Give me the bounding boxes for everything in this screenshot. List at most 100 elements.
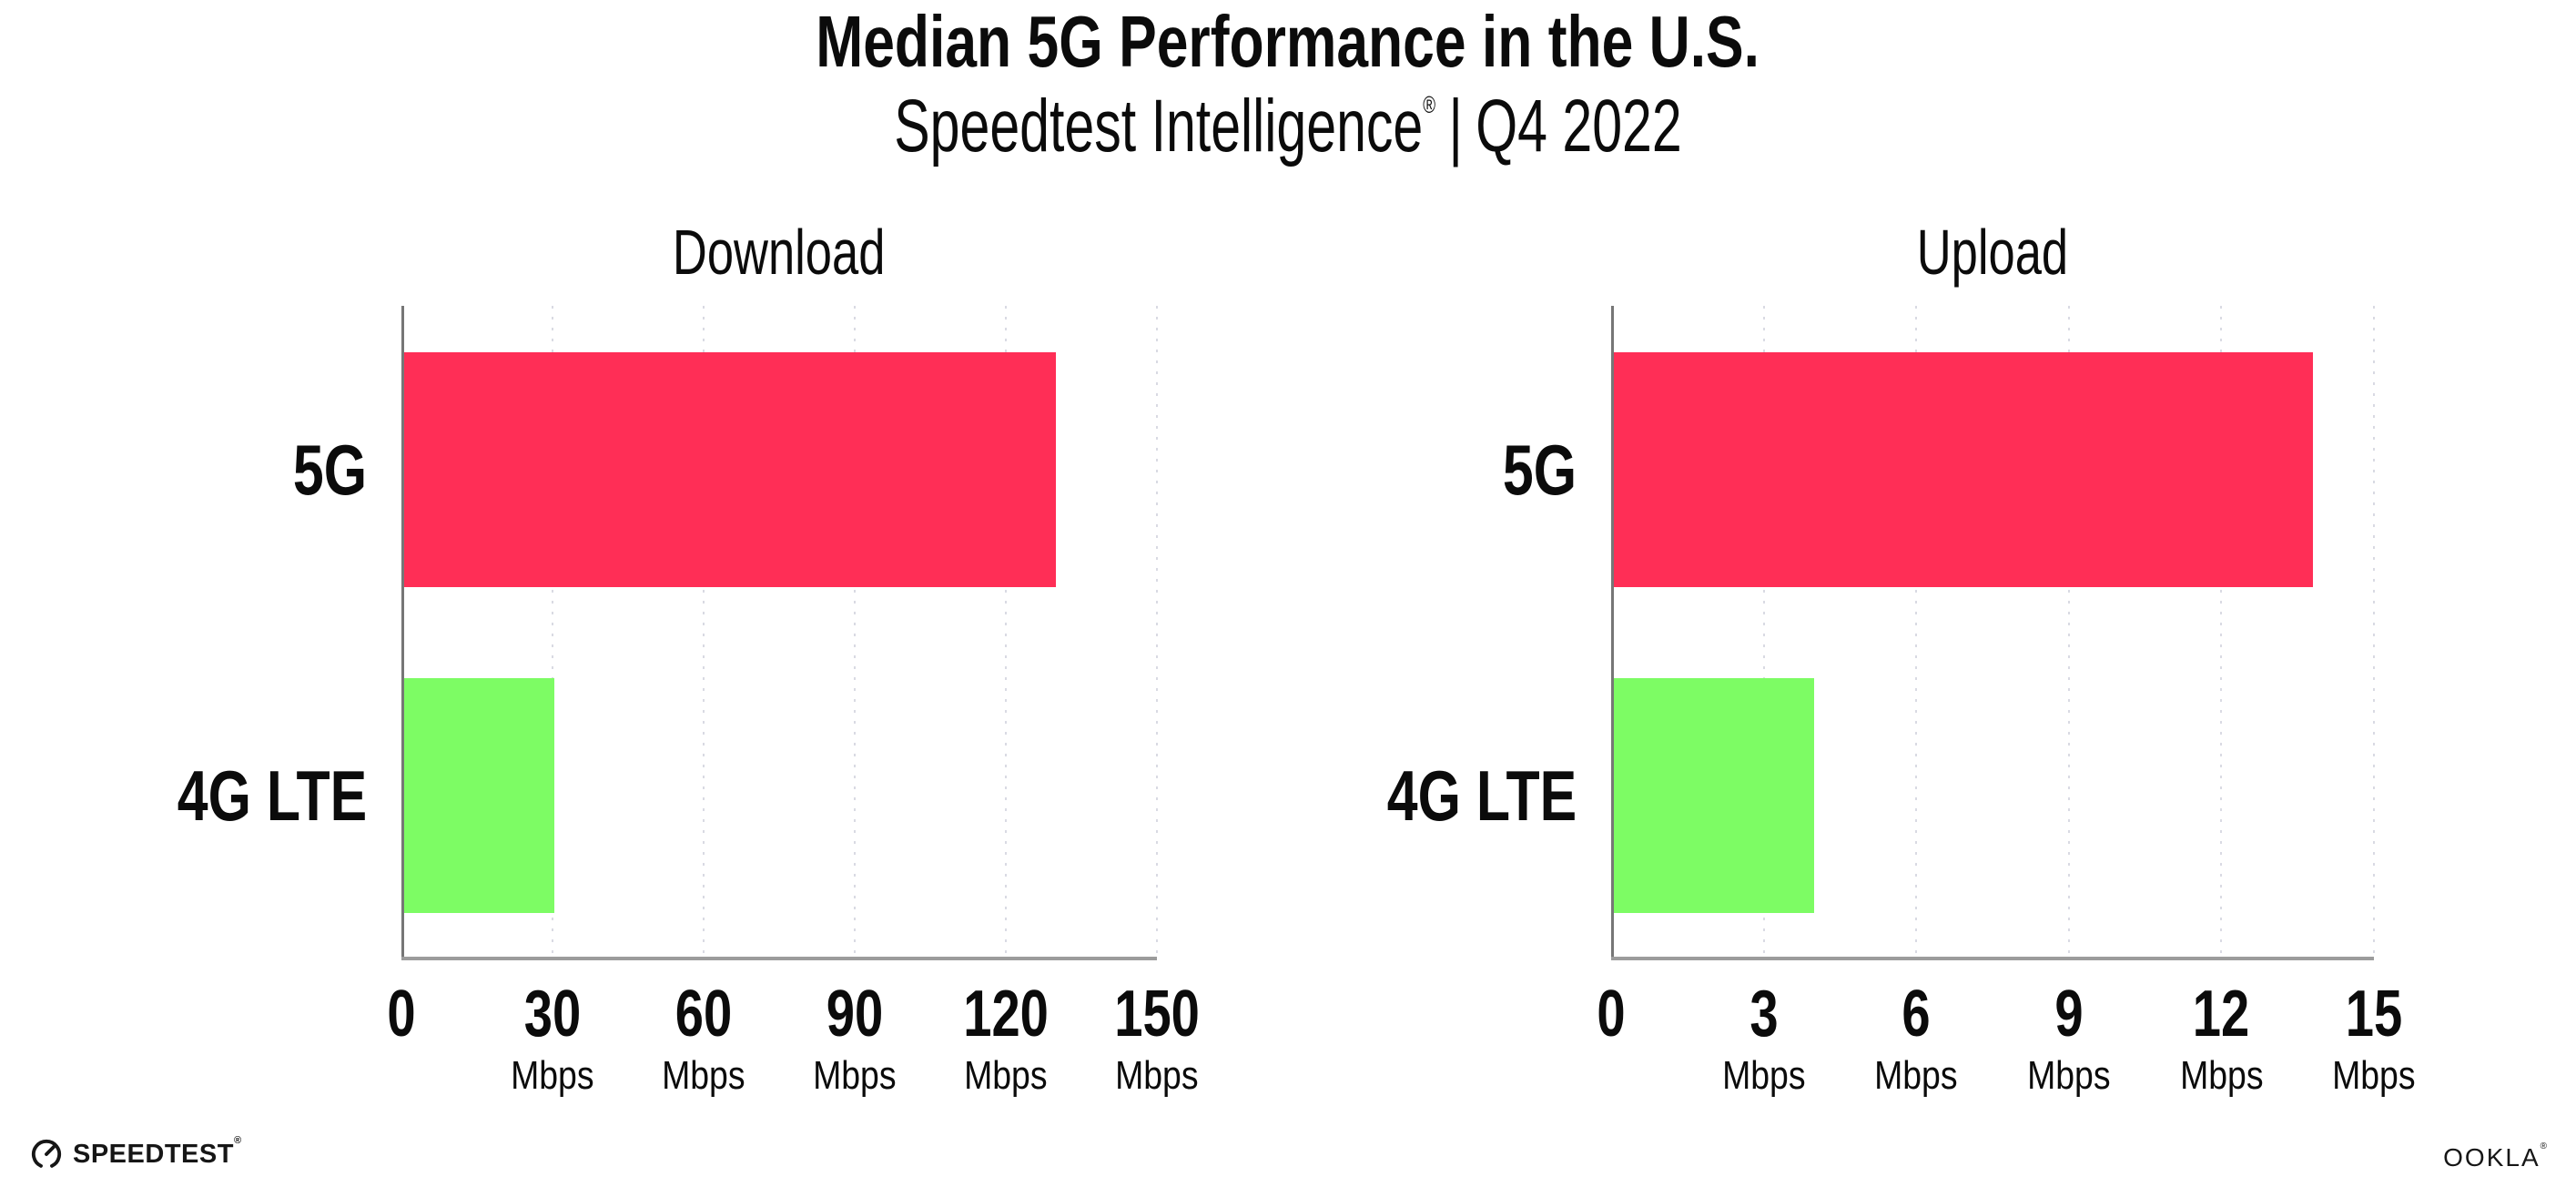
x-tick-value: 3 xyxy=(1687,981,1841,1047)
plot-area-download xyxy=(401,306,1158,960)
category-label-text: 5G xyxy=(292,430,367,510)
x-tick-value-text: 60 xyxy=(674,978,733,1050)
x-tick-value-text: 120 xyxy=(963,978,1049,1050)
x-tick-unit: Mbps xyxy=(2297,1056,2451,1096)
gridline-upload-6 xyxy=(1915,306,1918,959)
x-tick-unit-text: Mbps xyxy=(1721,1053,1806,1098)
x-tick-unit: Mbps xyxy=(475,1056,630,1096)
category-label-text: 5G xyxy=(1502,430,1577,510)
x-tick-unit-text: Mbps xyxy=(2027,1053,2111,1098)
x-tick-upload-12: 12 Mbps xyxy=(2144,981,2298,1096)
bar-upload-5g xyxy=(1614,352,2313,587)
x-tick-value: 120 xyxy=(928,981,1083,1047)
page-subtitle: Speedtest Intelligence® | Q4 2022 xyxy=(0,85,2576,167)
x-tick-unit: Mbps xyxy=(1687,1056,1841,1096)
x-tick-upload-9: 9 Mbps xyxy=(1992,981,2146,1096)
x-tick-unit-text: Mbps xyxy=(662,1053,745,1098)
gridline-download-120 xyxy=(1005,306,1007,959)
x-tick-upload-3: 3 Mbps xyxy=(1687,981,1841,1096)
x-tick-value-text: 30 xyxy=(523,978,582,1050)
x-axis-line-upload xyxy=(1611,957,2374,960)
x-tick-unit: Mbps xyxy=(2144,1056,2298,1096)
page-subtitle-text: Speedtest Intelligence® | Q4 2022 xyxy=(894,85,1682,167)
subtitle-period: Q4 2022 xyxy=(1476,85,1682,167)
gridline-upload-3 xyxy=(1762,306,1765,959)
x-tick-unit: Mbps xyxy=(626,1056,781,1096)
x-tick-value: 0 xyxy=(1534,981,1689,1047)
ookla-label: OOKLA xyxy=(2443,1143,2541,1172)
gridline-download-150 xyxy=(1156,306,1158,959)
x-tick-value: 6 xyxy=(1839,981,1993,1047)
x-tick-unit-text: Mbps xyxy=(2179,1053,2264,1098)
bar-upload-4g-lte xyxy=(1614,678,1815,913)
y-axis-line-upload xyxy=(1611,306,1614,959)
ookla-logo: OOKLA® xyxy=(2443,1141,2549,1172)
x-tick-value-text: 15 xyxy=(2345,978,2403,1050)
x-tick-upload-15: 15 Mbps xyxy=(2297,981,2451,1096)
page-title: Median 5G Performance in the U.S. xyxy=(0,5,2576,78)
gridline-upload-12 xyxy=(2220,306,2223,959)
x-tick-download-60: 60 Mbps xyxy=(626,981,781,1096)
x-tick-unit: Mbps xyxy=(777,1056,932,1096)
x-tick-download-30: 30 Mbps xyxy=(475,981,630,1096)
x-tick-value-text: 6 xyxy=(1902,978,1931,1050)
gridline-upload-15 xyxy=(2373,306,2375,959)
category-label-text: 4G LTE xyxy=(1386,756,1577,836)
x-tick-unit-text: Mbps xyxy=(813,1053,897,1098)
x-tick-value-text: 150 xyxy=(1114,978,1200,1050)
chart-title-download: Download xyxy=(401,220,1157,284)
x-tick-value-text: 0 xyxy=(387,978,416,1050)
category-label-upload-5g: 5G xyxy=(1212,433,1577,506)
category-label-download-5g: 5G xyxy=(3,433,367,506)
ookla-reg-icon: ® xyxy=(2540,1141,2549,1151)
gridline-download-90 xyxy=(854,306,856,959)
x-tick-unit: Mbps xyxy=(928,1056,1083,1096)
gridline-upload-9 xyxy=(2067,306,2070,959)
plot-area-upload xyxy=(1611,306,2375,960)
x-tick-download-90: 90 Mbps xyxy=(777,981,932,1096)
subtitle-product: Speedtest Intelligence xyxy=(894,85,1424,167)
x-tick-value: 15 xyxy=(2297,981,2451,1047)
bar-download-5g xyxy=(404,352,1057,587)
subtitle-separator: | xyxy=(1448,85,1463,167)
x-tick-unit: Mbps xyxy=(1839,1056,1993,1096)
x-tick-value: 12 xyxy=(2144,981,2298,1047)
speedtest-label: SPEEDTEST xyxy=(73,1139,234,1169)
chart-title-text: Upload xyxy=(1916,217,2069,288)
x-tick-unit-text: Mbps xyxy=(1115,1053,1199,1098)
x-tick-value: 30 xyxy=(475,981,630,1047)
category-label-download-4g-lte: 4G LTE xyxy=(3,759,367,832)
x-tick-upload-6: 6 Mbps xyxy=(1839,981,1993,1096)
x-tick-unit-text: Mbps xyxy=(2332,1053,2416,1098)
category-label-upload-4g-lte: 4G LTE xyxy=(1212,759,1577,832)
x-tick-value: 0 xyxy=(324,981,479,1047)
x-tick-value-text: 3 xyxy=(1749,978,1779,1050)
chart-title-upload: Upload xyxy=(1611,220,2374,284)
x-tick-unit: Mbps xyxy=(1080,1056,1234,1096)
x-tick-download-120: 120 Mbps xyxy=(928,981,1083,1096)
x-axis-line-download xyxy=(401,957,1157,960)
x-tick-value: 90 xyxy=(777,981,932,1047)
x-tick-download-0: 0 xyxy=(324,981,479,1047)
x-tick-value: 60 xyxy=(626,981,781,1047)
y-axis-line-download xyxy=(401,306,404,959)
speedtest-gauge-icon xyxy=(31,1140,62,1168)
speedtest-logo: SPEEDTEST® xyxy=(30,1135,242,1171)
page-title-text: Median 5G Performance in the U.S. xyxy=(816,1,1760,82)
x-tick-value-text: 0 xyxy=(1597,978,1626,1050)
bar-download-4g-lte xyxy=(404,678,555,913)
x-tick-value: 9 xyxy=(1992,981,2146,1047)
x-tick-value: 150 xyxy=(1080,981,1234,1047)
x-tick-upload-0: 0 xyxy=(1534,981,1689,1047)
x-tick-download-150: 150 Mbps xyxy=(1080,981,1234,1096)
gridline-download-60 xyxy=(703,306,705,959)
x-tick-unit-text: Mbps xyxy=(1874,1053,1958,1098)
speedtest-wordmark: SPEEDTEST® xyxy=(73,1135,242,1170)
speedtest-reg-icon: ® xyxy=(233,1134,242,1146)
x-tick-value-text: 12 xyxy=(2193,978,2250,1050)
x-tick-value-text: 9 xyxy=(2054,978,2084,1050)
category-label-text: 4G LTE xyxy=(177,756,367,836)
x-tick-unit-text: Mbps xyxy=(964,1053,1048,1098)
x-tick-unit: Mbps xyxy=(1992,1056,2146,1096)
